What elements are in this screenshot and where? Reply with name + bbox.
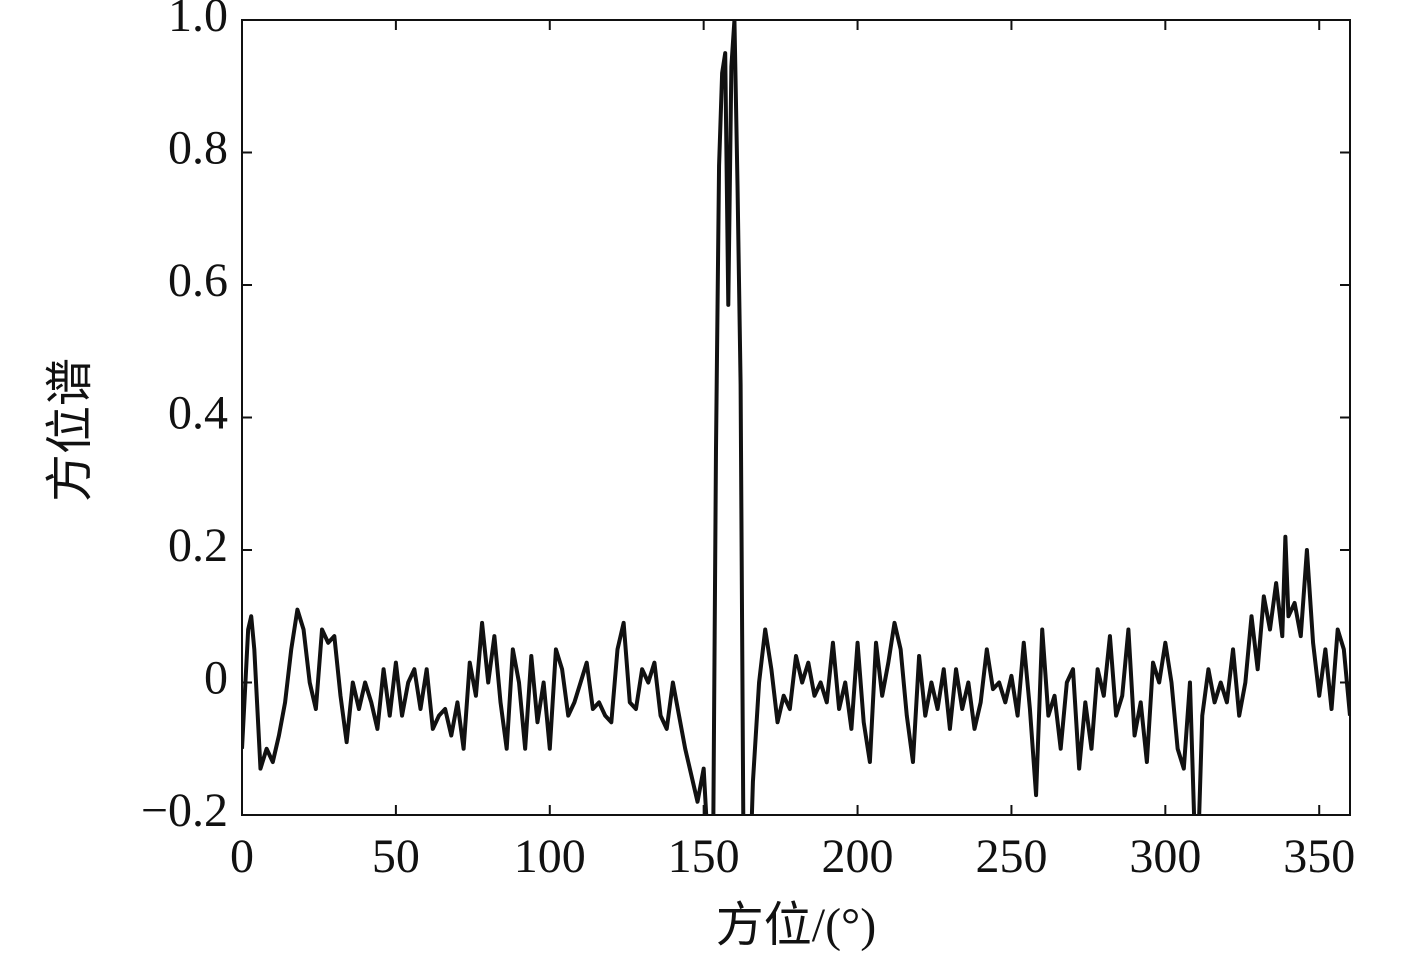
x-tick-label: 350 (1283, 830, 1355, 883)
y-axis-label: 方位谱 (44, 358, 97, 502)
x-tick-label: 150 (668, 830, 740, 883)
y-tick-label: 0 (204, 652, 228, 705)
x-tick-label: 300 (1129, 830, 1201, 883)
y-tick-label: 0.2 (168, 519, 228, 572)
plot-frame (241, 19, 1351, 816)
x-tick-label: 250 (975, 830, 1047, 883)
y-tick-label: −0.2 (141, 784, 228, 837)
x-tick-label: 200 (822, 830, 894, 883)
x-tick-label: 50 (372, 830, 420, 883)
y-tick-label: 1.0 (168, 0, 228, 42)
x-axis-label: 方位/(°) (716, 899, 877, 952)
y-tick-label: 0.4 (168, 387, 228, 440)
x-tick-label: 100 (514, 830, 586, 883)
data-line (242, 20, 1350, 815)
x-tick-label: 0 (230, 830, 254, 883)
y-tick-label: 0.8 (168, 122, 228, 175)
y-tick-label: 0.6 (168, 254, 228, 307)
